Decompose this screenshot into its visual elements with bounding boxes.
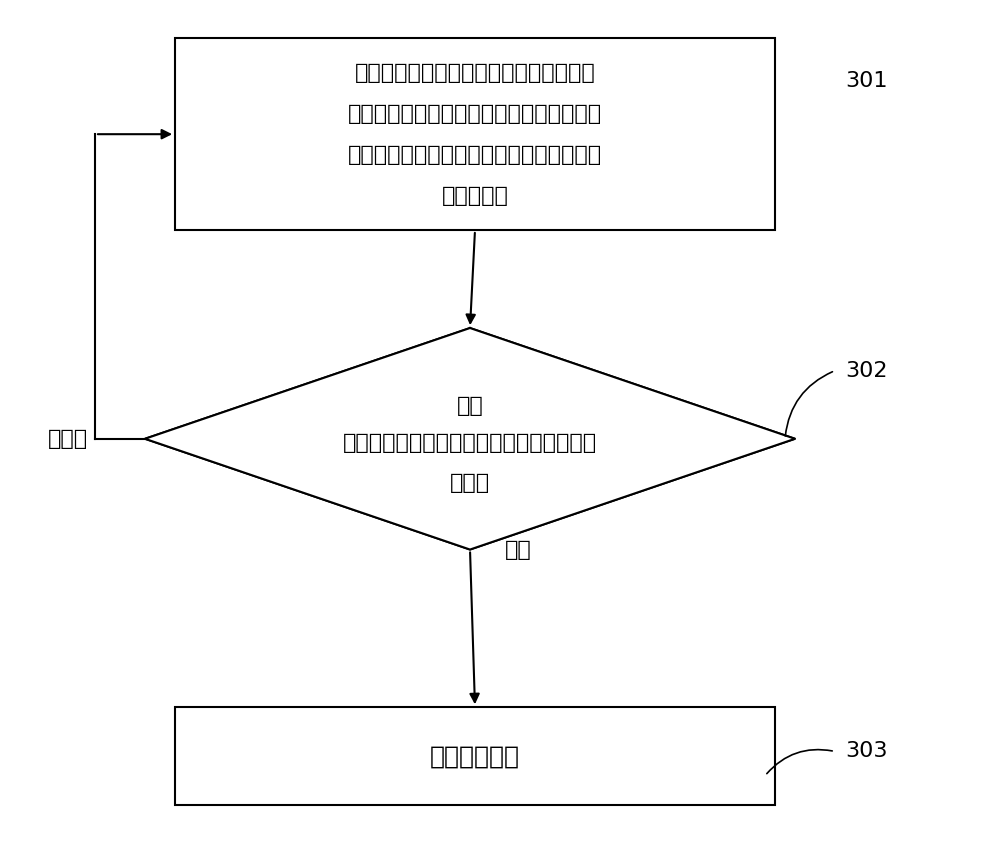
Text: 在节点入端口接收来自分组传送网的数据: 在节点入端口接收来自分组传送网的数据 [355, 63, 595, 83]
Text: 大于: 大于 [505, 539, 532, 560]
Text: 302: 302 [845, 360, 888, 381]
Text: 比较: 比较 [457, 396, 483, 417]
Polygon shape [145, 328, 795, 550]
Text: 303: 303 [845, 741, 888, 762]
Text: 端口误码率: 端口误码率 [442, 186, 508, 205]
Text: 不大于: 不大于 [48, 429, 88, 449]
Text: 的关系: 的关系 [450, 473, 490, 493]
Text: 触发保护倒换: 触发保护倒换 [430, 744, 520, 769]
Text: 301: 301 [845, 71, 888, 91]
FancyBboxPatch shape [175, 707, 775, 805]
Text: 包是否为错包，并根据检测结果获取链路的: 包是否为错包，并根据检测结果获取链路的 [348, 145, 602, 164]
Text: 包，根据该数据包的物理层信息检测该数据: 包，根据该数据包的物理层信息检测该数据 [348, 104, 602, 124]
FancyBboxPatch shape [175, 38, 775, 230]
Text: 获取的端口误码率与预设的端口误码率门限: 获取的端口误码率与预设的端口误码率门限 [343, 433, 597, 453]
